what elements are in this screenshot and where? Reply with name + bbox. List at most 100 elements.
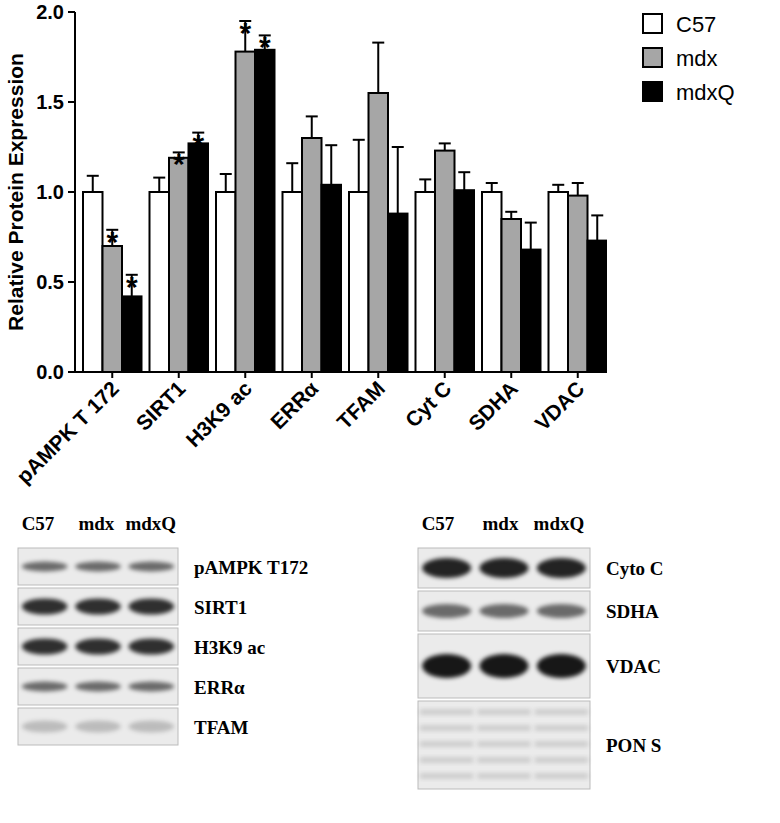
blot-band bbox=[535, 725, 588, 731]
blot-band bbox=[479, 654, 528, 678]
error-line bbox=[577, 183, 579, 196]
error-cap bbox=[372, 42, 384, 44]
error-line bbox=[491, 183, 493, 192]
bar bbox=[588, 241, 608, 372]
blot-strip bbox=[418, 591, 590, 631]
legend-swatch bbox=[643, 48, 662, 67]
bar bbox=[236, 52, 256, 372]
x-tick-label: VDAC bbox=[530, 377, 588, 435]
x-tick bbox=[510, 372, 512, 378]
error-bar bbox=[591, 215, 603, 240]
error-line bbox=[92, 176, 94, 192]
blot-band bbox=[128, 639, 174, 655]
blot-strip bbox=[418, 634, 590, 698]
x-tick bbox=[244, 372, 246, 378]
x-tick bbox=[311, 372, 313, 378]
blot-band bbox=[420, 741, 473, 747]
bar bbox=[255, 50, 275, 372]
y-tick bbox=[68, 11, 75, 13]
error-cap bbox=[87, 175, 99, 177]
error-cap bbox=[505, 211, 517, 213]
error-cap bbox=[153, 177, 165, 179]
error-line bbox=[557, 185, 559, 192]
x-axis-line bbox=[75, 371, 607, 373]
blot-strip bbox=[18, 708, 178, 745]
error-cap bbox=[325, 144, 337, 146]
blot-band bbox=[22, 639, 68, 655]
error-line bbox=[463, 172, 465, 190]
x-tick-label: SIRT1 bbox=[131, 376, 190, 435]
error-line bbox=[424, 179, 426, 192]
lane-label: mdx bbox=[78, 513, 114, 534]
lane-label: mdx bbox=[483, 513, 519, 534]
x-tick-label: TFAM bbox=[332, 377, 389, 434]
bar bbox=[416, 192, 436, 372]
bar bbox=[349, 192, 369, 372]
blot-band bbox=[479, 604, 528, 618]
lane-label: mdxQ bbox=[125, 513, 176, 534]
error-cap bbox=[439, 142, 451, 144]
blot-strip bbox=[18, 668, 178, 705]
bar bbox=[549, 192, 569, 372]
x-tick-label: pAMPK T 172 bbox=[12, 377, 123, 488]
significance-mark: * bbox=[192, 128, 204, 161]
blot-strip bbox=[418, 701, 590, 789]
error-cap bbox=[572, 182, 584, 184]
legend-swatch bbox=[643, 82, 662, 101]
y-tick bbox=[68, 371, 75, 373]
blot-band bbox=[75, 721, 121, 733]
significance-mark: * bbox=[173, 147, 185, 180]
bar bbox=[502, 219, 522, 372]
error-bar bbox=[572, 183, 584, 196]
blot-row-label: SDHA bbox=[606, 601, 659, 622]
legend-label: mdxQ bbox=[676, 80, 735, 105]
significance-mark: * bbox=[239, 16, 251, 49]
error-line bbox=[397, 147, 399, 214]
blot-strip bbox=[18, 548, 178, 585]
bar bbox=[150, 192, 170, 372]
figure: ******0.00.51.01.52.0Relative Protein Ex… bbox=[0, 0, 780, 823]
x-tick bbox=[178, 372, 180, 378]
legend-label: C57 bbox=[676, 12, 716, 37]
significance-mark: * bbox=[106, 225, 118, 258]
blot-band bbox=[75, 599, 121, 615]
error-line bbox=[510, 212, 512, 219]
error-bar bbox=[458, 172, 470, 190]
blot-band bbox=[128, 562, 174, 572]
error-line bbox=[311, 116, 313, 138]
y-tick bbox=[68, 191, 75, 193]
blot-band bbox=[537, 654, 586, 678]
blot-band bbox=[420, 709, 473, 715]
blot-row-label: pAMPK T172 bbox=[194, 557, 308, 578]
blot-band bbox=[22, 682, 68, 692]
blot-band bbox=[477, 757, 530, 763]
blot-band bbox=[422, 558, 471, 578]
bar bbox=[122, 296, 142, 372]
error-bar bbox=[486, 183, 498, 192]
error-bar bbox=[153, 178, 165, 192]
error-bar bbox=[87, 176, 99, 192]
blot-row-label: ERRα bbox=[194, 677, 245, 698]
lane-label: mdxQ bbox=[534, 513, 585, 534]
blot-band bbox=[537, 604, 586, 618]
blot-row-label: SIRT1 bbox=[194, 597, 247, 618]
lane-label: C57 bbox=[422, 513, 455, 534]
error-bar bbox=[220, 174, 232, 192]
blot-band bbox=[479, 558, 528, 578]
bar bbox=[189, 143, 209, 372]
bar bbox=[455, 190, 475, 372]
blot-band bbox=[477, 709, 530, 715]
blot-panel: C57mdxmdxQCyto CSDHAVDACPON S bbox=[418, 513, 664, 789]
blot-band bbox=[420, 725, 473, 731]
error-bar bbox=[419, 179, 431, 192]
blot-band bbox=[535, 741, 588, 747]
x-tick-label: Cyt C bbox=[401, 377, 456, 432]
blot-panel: C57mdxmdxQpAMPK T172SIRT1H3K9 acERRαTFAM bbox=[18, 513, 308, 745]
error-cap bbox=[458, 171, 470, 173]
bars bbox=[83, 21, 607, 372]
y-tick-label: 2.0 bbox=[36, 1, 64, 23]
blot-band bbox=[128, 599, 174, 615]
error-cap bbox=[486, 182, 498, 184]
blot-strip bbox=[18, 628, 178, 665]
error-bar bbox=[286, 163, 298, 192]
